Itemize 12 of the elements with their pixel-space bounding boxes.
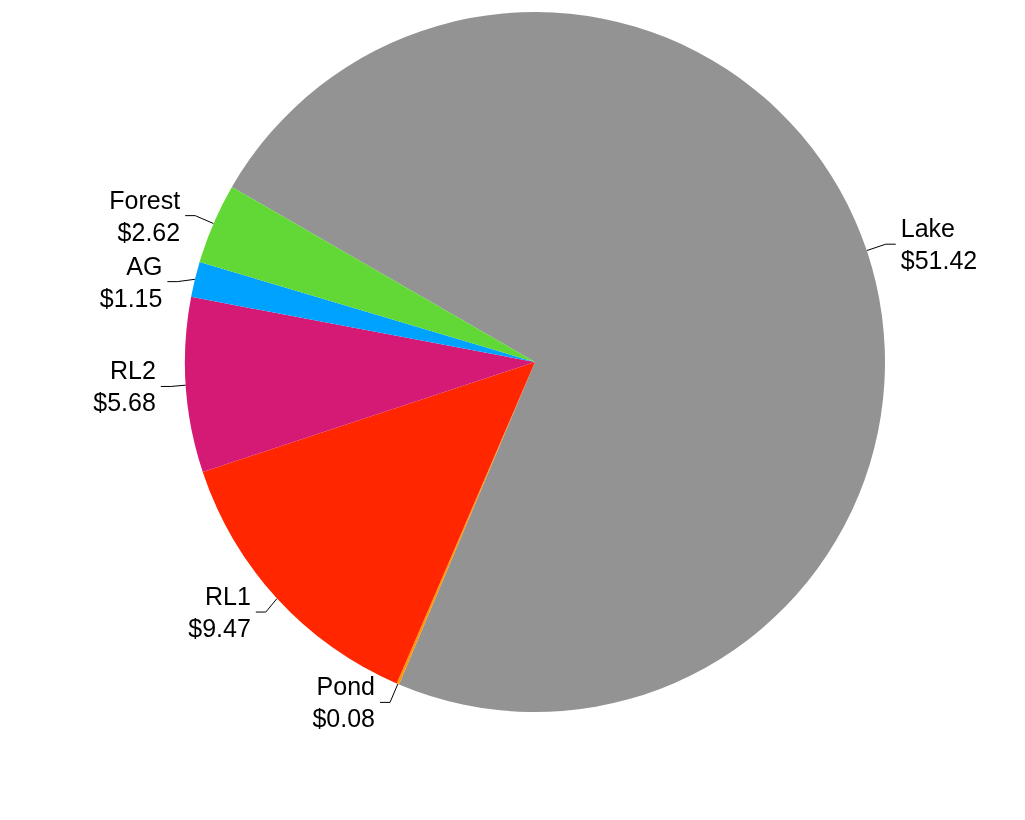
slice-label: RL1 xyxy=(204,582,251,611)
slice-label: Pond xyxy=(316,672,375,701)
slice-label: Lake xyxy=(900,214,955,243)
data-label: $1.15 xyxy=(99,283,163,312)
slice-label: AG xyxy=(126,251,163,280)
data-label: $9.47 xyxy=(188,614,251,643)
data-label: $51.42 xyxy=(900,246,978,275)
data-label: $2.62 xyxy=(117,217,181,246)
data-label: $5.68 xyxy=(93,388,156,417)
slice-label: RL2 xyxy=(109,356,156,385)
data-label: $0.08 xyxy=(312,704,375,733)
slice-label: Forest xyxy=(109,185,181,214)
